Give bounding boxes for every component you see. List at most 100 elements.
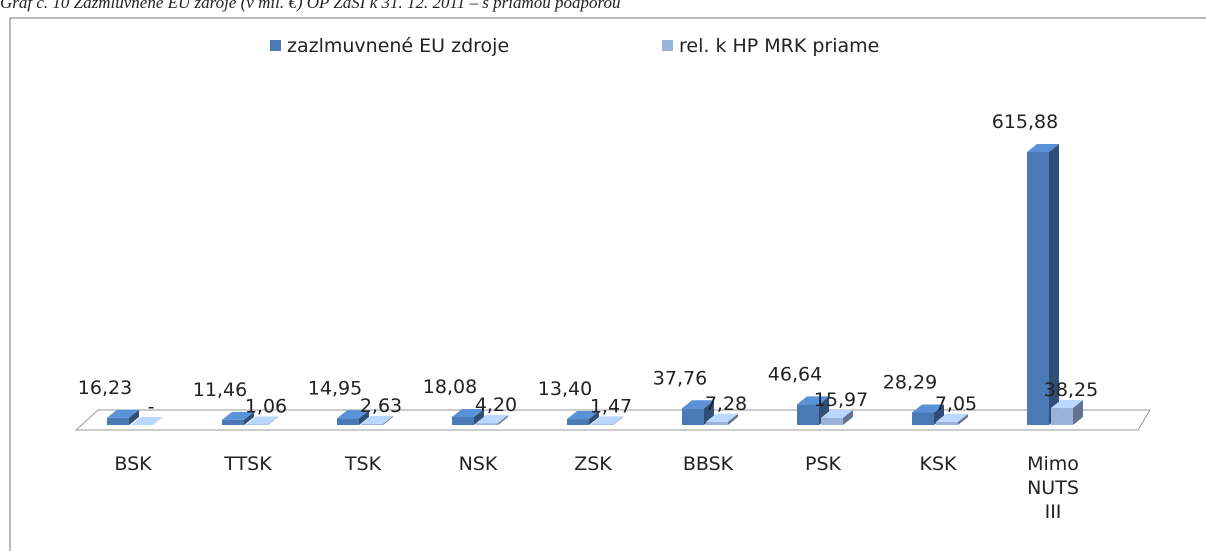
data-label: 16,23 [78,377,132,399]
bar [821,409,853,425]
data-label: 14,95 [308,377,362,399]
x-tick-label: BBSK [682,453,734,475]
bar-top [682,400,714,409]
data-label: 7,28 [705,393,747,415]
data-label: 13,40 [538,378,592,400]
bar-top [591,416,623,425]
bar-top [706,413,738,422]
bar-side [843,409,853,425]
bar-side [359,410,369,425]
bar-top [452,408,484,417]
bar-top [246,416,278,425]
bar-front [222,419,244,425]
x-tick-label: BSK [114,453,152,475]
data-label: 28,29 [883,371,937,393]
legend-swatch [270,40,281,51]
legend-label: rel. k HP MRK priame [679,35,879,57]
data-label: 38,25 [1044,379,1098,401]
bar [1051,400,1083,425]
bar-front [821,417,843,425]
bar-side [1073,400,1083,425]
bar [912,404,944,425]
bar [1027,144,1059,425]
bar [567,411,599,425]
bar-top [936,413,968,422]
legend-swatch [662,40,673,51]
x-tick-label: NSK [458,453,498,475]
bar-top [222,411,254,420]
data-label: 615,88 [992,111,1058,133]
bar-side [589,411,599,425]
bar-front [361,423,383,425]
bar-side [498,415,508,425]
bar-side [383,415,393,425]
data-label: 18,08 [423,376,477,398]
x-tick-label: KSK [919,453,957,475]
x-tick-label: TTSK [224,453,272,475]
bar-top [131,417,163,425]
bar-front [912,412,934,425]
bar [706,413,738,425]
bar [682,400,714,425]
bar [246,416,278,425]
bar-side [474,408,484,425]
bar [361,415,393,425]
bar-top [1051,400,1083,409]
x-tick-label: PSK [805,453,841,475]
bar [131,417,163,425]
legend-label: zazlmuvnené EU zdroje [287,35,509,57]
bar-front [797,404,819,425]
data-label: 46,64 [768,363,822,385]
bar-top [476,415,508,424]
bar-front [1027,152,1049,425]
bar-top [361,415,393,424]
x-tick-label: ZSK [574,453,612,475]
bar-front [706,421,728,425]
bar-top [821,409,853,418]
bar-front [476,423,498,425]
bar-front [936,421,958,425]
data-label: 7,05 [935,393,977,415]
bar-top [107,409,139,418]
data-label: 1,06 [245,396,287,418]
data-label: 2,63 [360,395,402,417]
data-label: - [148,396,155,418]
x-tick-label: Mimo NUTS III [1027,453,1079,523]
bar-front [567,419,589,425]
bar-side [934,404,944,425]
bar-top [337,410,369,419]
bar [591,416,623,425]
bar [936,413,968,425]
bar [107,409,139,425]
data-label: 15,97 [814,389,868,411]
data-label: 1,47 [590,395,632,417]
chart-frame [9,17,1206,551]
bar-top [912,404,944,413]
data-label: 4,20 [475,394,517,416]
bar-front [1051,408,1073,425]
bar-front [591,424,613,425]
bar-front [337,418,359,425]
bar [476,415,508,425]
bar-front [452,416,474,425]
bar-side [958,413,968,425]
bar-side [268,416,278,425]
bar-front [682,408,704,425]
bar-top [797,396,829,405]
bar-side [244,411,254,425]
bar [222,411,254,425]
data-label: 11,46 [193,379,247,401]
bar-top [567,411,599,420]
bar-side [129,409,139,425]
bar-top [1027,144,1059,152]
bar [452,408,484,425]
bar [337,410,369,425]
bar-front [107,417,129,425]
bar-side [1049,144,1059,425]
bar-side [728,413,738,425]
chart-title: Graf č. 10 Zazmluvnené EU zdroje (v mil.… [0,0,620,12]
bar-side [613,416,623,425]
x-tick-label: TSK [344,453,382,475]
